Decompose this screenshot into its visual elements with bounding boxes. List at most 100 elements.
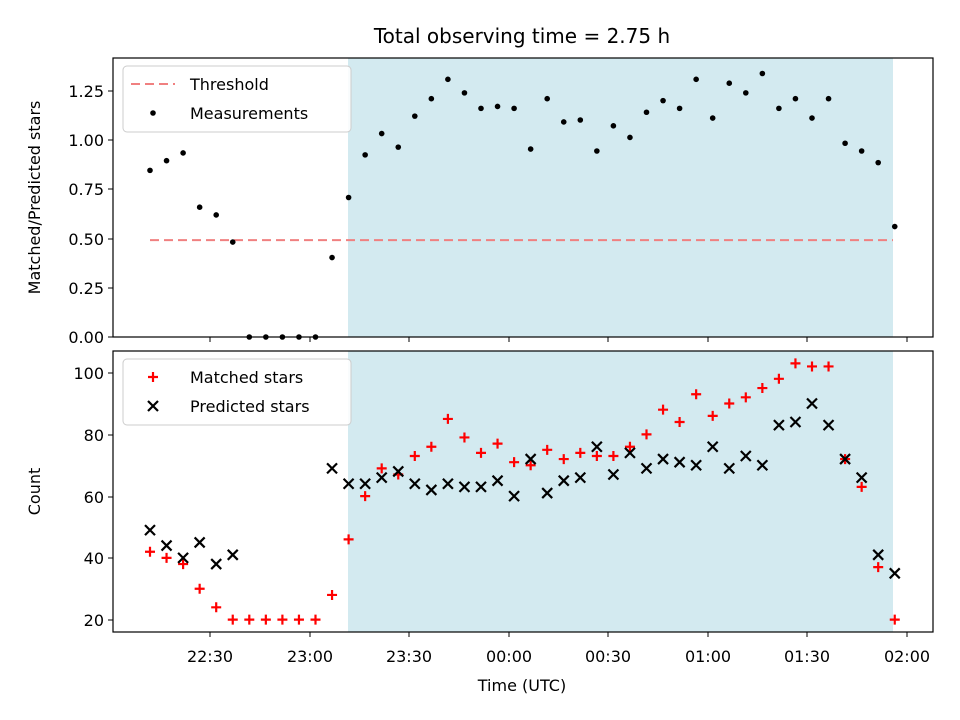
y-tick-label: 60	[84, 488, 104, 507]
measurement-point	[792, 95, 799, 102]
observing-window-shade	[348, 351, 893, 632]
measurement-point	[660, 97, 666, 104]
x-tick-label: 23:30	[386, 647, 432, 666]
y-tick-label: 0.75	[68, 180, 104, 199]
legend-measurement-swatch	[150, 110, 156, 116]
predicted-star-point	[789, 416, 802, 428]
matched-star-point	[658, 404, 669, 415]
predicted-star-point	[491, 474, 504, 487]
measurement-point	[627, 134, 633, 141]
predicted-star-point	[756, 459, 769, 472]
y-tick-label: 0.25	[68, 279, 104, 298]
matched-star-point	[244, 614, 255, 625]
y-axis-label: Matched/Predicted stars	[25, 101, 44, 295]
x-axis-label: Time (UTC)	[477, 676, 566, 695]
matched-star-point	[591, 450, 602, 461]
y-tick-label: 1.25	[68, 82, 104, 101]
predicted-star-point	[657, 453, 669, 465]
measurement-point	[196, 204, 203, 210]
measurement-point	[362, 152, 368, 158]
observing-window-shade	[348, 58, 893, 337]
measurement-point	[378, 130, 385, 137]
matched-star-point	[624, 441, 635, 452]
matched-star-point	[360, 491, 371, 502]
matched-star-point	[691, 389, 702, 400]
x-tick-label: 01:30	[784, 647, 830, 666]
x-tick-label: 02:00	[884, 647, 930, 666]
measurement-point	[743, 90, 749, 96]
predicted-star-point	[624, 447, 636, 459]
axes-frame	[112, 350, 934, 633]
predicted-star-point	[226, 549, 239, 561]
y-tick-label: 100	[73, 364, 104, 383]
measurement-point	[527, 146, 534, 152]
matched-star-point	[227, 614, 238, 625]
measurement-point	[726, 80, 733, 86]
measurement-point	[776, 105, 782, 112]
predicted-star-point	[855, 471, 868, 484]
y-tick-label: 80	[84, 426, 104, 445]
measurement-point	[445, 76, 451, 83]
measurement-point	[610, 123, 617, 129]
measurement-point	[180, 150, 186, 156]
matched-star-point	[459, 432, 470, 443]
predicted-star-point	[392, 465, 405, 478]
matched-star-point	[161, 552, 172, 563]
measurement-point	[858, 148, 865, 154]
y-tick-label: 1.00	[68, 131, 104, 150]
measurement-point	[345, 194, 352, 201]
chart-title: Total observing time = 2.75 h	[373, 24, 670, 48]
y-tick-label: 0.00	[68, 328, 104, 347]
measurement-point	[643, 109, 650, 116]
measurement-point	[163, 157, 170, 164]
predicted-star-point	[359, 478, 371, 490]
legend-label: Measurements	[190, 104, 308, 123]
matched-star-point	[542, 444, 553, 455]
predicted-star-point	[193, 536, 206, 549]
matched-star-point	[608, 450, 619, 461]
matched-star-point	[194, 583, 205, 594]
predicted-star-point	[673, 456, 686, 468]
measurement-point	[544, 95, 550, 102]
predicted-star-point	[591, 440, 603, 453]
measurement-point	[494, 103, 501, 110]
matched-star-point	[260, 614, 271, 625]
measurement-point	[412, 113, 418, 119]
predicted-star-point	[541, 487, 553, 499]
x-tick-label: 00:00	[486, 647, 532, 666]
matched-star-point	[442, 413, 453, 424]
measurement-point	[825, 95, 832, 102]
legend-matched-swatch	[148, 372, 158, 382]
axes-frame	[112, 57, 934, 338]
legend-label: Threshold	[189, 75, 269, 94]
matched-star-point	[343, 534, 354, 545]
predicted-star-point	[508, 490, 520, 502]
predicted-star-point	[706, 440, 719, 453]
measurement-point	[229, 239, 236, 245]
predicted-star-point	[806, 397, 818, 410]
matched-star-point	[575, 447, 586, 458]
predicted-star-point	[872, 549, 884, 561]
matched-star-point	[558, 454, 569, 465]
x-tick-label: 00:30	[585, 647, 631, 666]
measurement-point	[594, 148, 600, 154]
measurement-point	[461, 90, 468, 96]
matched-star-point	[889, 614, 900, 625]
matched-star-point	[310, 614, 321, 625]
matched-star-point	[773, 373, 784, 384]
matched-star-point	[293, 614, 304, 625]
measurement-point	[875, 159, 881, 166]
predicted-star-point	[177, 552, 189, 564]
matched-star-point	[277, 614, 288, 625]
predicted-star-point	[342, 478, 355, 490]
predicted-star-point	[723, 462, 736, 475]
legend-label: Matched stars	[190, 368, 303, 387]
matched-star-point	[757, 383, 768, 394]
predicted-star-point	[375, 471, 388, 484]
x-tick-label: 23:00	[287, 647, 333, 666]
predicted-star-point	[160, 539, 173, 552]
predicted-star-point	[640, 462, 653, 475]
measurement-point	[693, 76, 699, 83]
legend-predicted-swatch	[147, 400, 159, 412]
predicted-star-point	[524, 453, 537, 465]
